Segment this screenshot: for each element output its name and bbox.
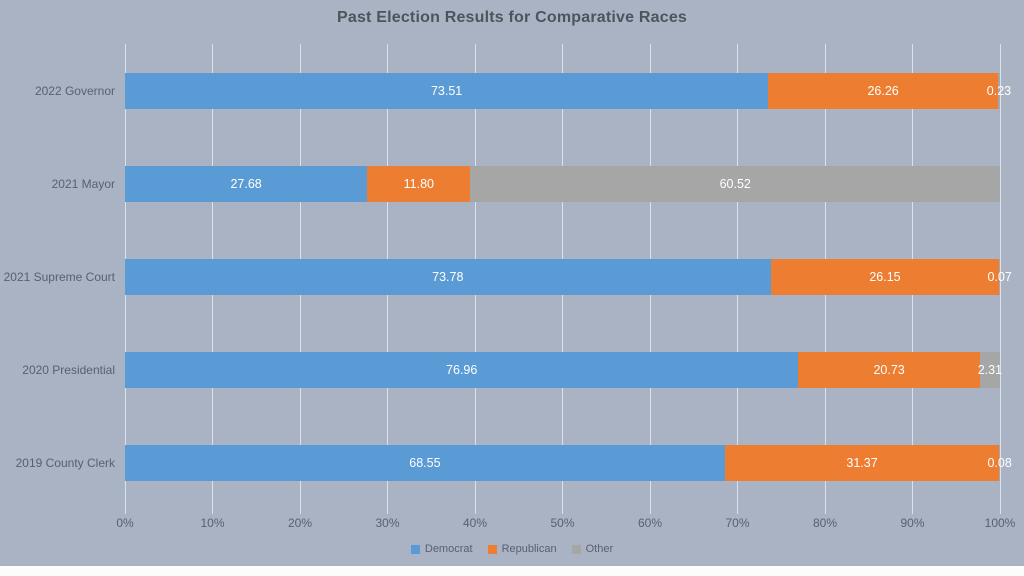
legend-item-other: Other <box>571 543 614 555</box>
axis-tick <box>387 509 388 514</box>
value-label: 20.73 <box>873 362 905 377</box>
bar-segment-democrat: 73.78 <box>125 258 771 295</box>
bar-segment-republican: 26.26 <box>768 72 998 109</box>
value-label: 31.37 <box>846 455 878 470</box>
value-label: 73.78 <box>432 269 464 284</box>
bar-segment-republican: 11.80 <box>367 165 471 202</box>
legend: Democrat Republican Other <box>0 542 1024 557</box>
value-label: 26.26 <box>867 83 899 98</box>
category-label: 2021 Supreme Court <box>3 269 115 284</box>
bar-segment-republican: 26.15 <box>770 258 1000 295</box>
bar-segment-democrat: 76.96 <box>125 351 799 388</box>
footer-strip <box>0 566 1024 576</box>
bar-row: 73.78 26.15 0.07 <box>125 258 1012 295</box>
axis-tick <box>912 509 913 514</box>
bar-segment-other: 2.31 <box>977 351 1003 388</box>
legend-label: Democrat <box>424 543 473 555</box>
value-label: 11.80 <box>403 176 434 191</box>
axis-tick-label: 50% <box>550 516 575 530</box>
bar-segment-other: 0.08 <box>987 444 1012 481</box>
legend-swatch-republican <box>487 545 497 554</box>
axis-tick <box>299 509 301 514</box>
bar-segment-democrat: 68.55 <box>125 444 725 481</box>
value-label: 0.23 <box>986 83 1012 98</box>
value-label: 2.31 <box>977 362 1003 377</box>
axis-tick-label: 0% <box>116 516 134 530</box>
value-label: 73.51 <box>430 83 463 98</box>
axis-tick <box>474 509 476 514</box>
category-label: 2022 Governor <box>34 83 115 98</box>
bar-segment-other: 60.52 <box>470 165 1000 202</box>
bar-segment-republican: 31.37 <box>724 444 1000 481</box>
value-label: 68.55 <box>409 455 441 470</box>
axis-tick <box>737 509 738 514</box>
axis-tick <box>999 509 1001 514</box>
axis-tick-label: 60% <box>637 516 663 530</box>
bar-row: 73.51 26.26 0.23 <box>125 72 1011 109</box>
legend-swatch-other <box>571 545 581 554</box>
bar-row: 76.96 20.73 2.31 <box>125 351 1003 388</box>
axis-tick <box>562 509 563 514</box>
bar-segment-other: 0.23 <box>987 72 1011 109</box>
category-label: 2019 County Clerk <box>15 455 115 470</box>
bar-segment-other: 0.07 <box>988 258 1012 295</box>
axis-tick-label: 90% <box>900 516 925 530</box>
bar-segment-republican: 20.73 <box>798 351 980 388</box>
axis-tick <box>649 509 651 514</box>
legend-item-republican: Republican <box>487 543 557 555</box>
axis-tick-label: 70% <box>725 516 750 530</box>
axis-tick-label: 80% <box>812 516 838 530</box>
value-label: 0.07 <box>987 269 1012 284</box>
value-label: 60.52 <box>719 176 751 191</box>
axis-tick <box>212 509 213 514</box>
gridline <box>999 44 1001 509</box>
axis-tick-label: 40% <box>462 516 488 530</box>
bar-segment-democrat: 73.51 <box>125 72 769 109</box>
value-label: 27.68 <box>230 176 262 191</box>
category-label: 2020 Presidential <box>22 362 115 377</box>
axis-tick-label: 100% <box>984 516 1016 530</box>
axis-tick <box>124 509 126 514</box>
value-label: 26.15 <box>869 269 901 284</box>
axis-tick-label: 30% <box>375 516 400 530</box>
legend-label: Republican <box>501 543 557 555</box>
category-label: 2021 Mayor <box>51 176 115 191</box>
axis-tick-label: 10% <box>200 516 225 530</box>
chart-title: Past Election Results for Comparative Ra… <box>336 9 688 26</box>
axis-tick-label: 20% <box>287 516 313 530</box>
bar-row: 27.68 11.80 60.52 <box>125 165 1000 202</box>
value-label: 76.96 <box>446 362 478 377</box>
legend-label: Other <box>585 543 614 555</box>
legend-swatch-democrat <box>410 545 420 554</box>
value-label: 0.08 <box>987 455 1012 470</box>
bar-row: 68.55 31.37 0.08 <box>125 444 1012 481</box>
legend-item-democrat: Democrat <box>410 543 473 555</box>
axis-tick <box>824 509 826 514</box>
bar-segment-democrat: 27.68 <box>125 165 368 202</box>
